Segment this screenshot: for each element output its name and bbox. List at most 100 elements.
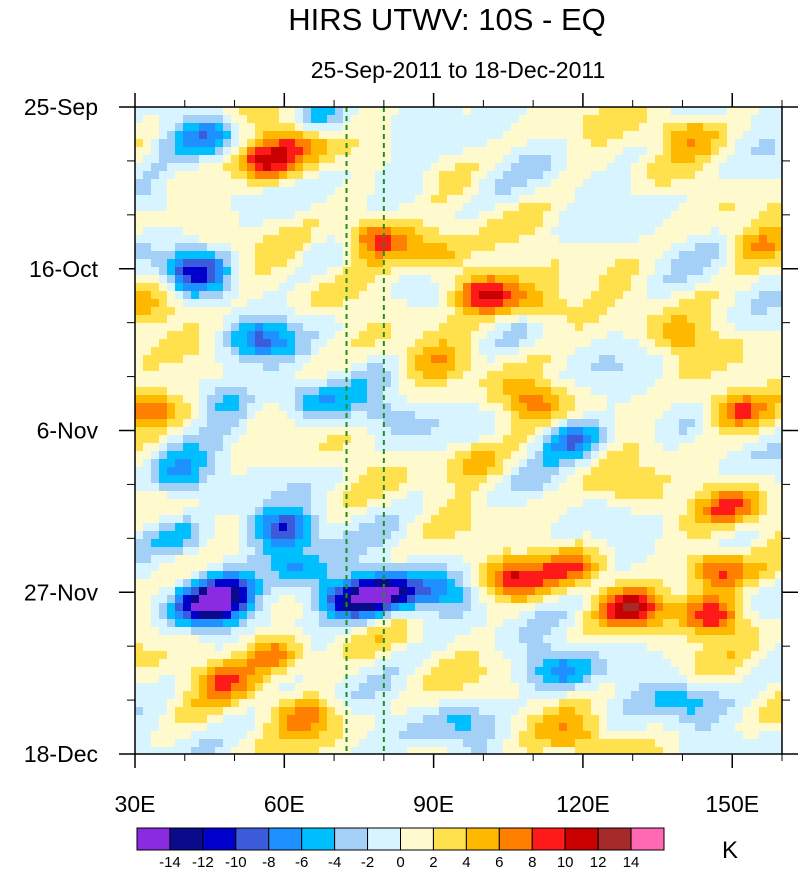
field-cell: [263, 475, 272, 484]
field-cell: [367, 515, 376, 524]
field-cell: [159, 475, 168, 484]
field-cell: [503, 435, 512, 444]
field-cell: [311, 379, 320, 388]
field-cell: [271, 235, 280, 244]
field-cell: [631, 579, 640, 588]
field-cell: [551, 571, 560, 580]
field-cell: [671, 339, 680, 348]
field-cell: [631, 315, 640, 324]
field-cell: [247, 243, 256, 252]
field-cell: [215, 155, 224, 164]
field-cell: [519, 203, 528, 212]
field-cell: [695, 387, 704, 396]
field-cell: [375, 371, 384, 380]
field-cell: [487, 299, 496, 308]
field-cell: [175, 363, 184, 372]
field-cell: [383, 291, 392, 300]
field-cell: [719, 571, 728, 580]
field-cell: [727, 419, 736, 428]
field-cell: [687, 411, 696, 420]
field-cell: [527, 339, 536, 348]
field-cell: [175, 531, 184, 540]
field-cell: [599, 531, 608, 540]
field-cell: [215, 187, 224, 196]
field-cell: [215, 291, 224, 300]
field-cell: [319, 195, 328, 204]
field-cell: [367, 387, 376, 396]
field-cell: [583, 523, 592, 532]
field-cell: [159, 483, 168, 492]
field-cell: [351, 147, 360, 156]
field-cell: [183, 139, 192, 148]
field-cell: [199, 259, 208, 268]
field-cell: [311, 235, 320, 244]
field-cell: [303, 331, 312, 340]
field-cell: [143, 419, 152, 428]
field-cell: [151, 571, 160, 580]
field-cell: [287, 251, 296, 260]
field-cell: [471, 307, 480, 316]
field-cell: [199, 355, 208, 364]
field-cell: [775, 339, 782, 348]
field-cell: [695, 571, 704, 580]
field-cell: [167, 539, 176, 548]
field-cell: [271, 539, 280, 548]
field-cell: [175, 315, 184, 324]
field-cell: [735, 107, 744, 116]
field-cell: [351, 411, 360, 420]
field-cell: [615, 315, 624, 324]
field-cell: [567, 595, 576, 604]
field-cell: [359, 331, 368, 340]
field-cell: [335, 243, 344, 252]
field-cell: [759, 403, 768, 412]
field-cell: [567, 371, 576, 380]
field-cell: [183, 315, 192, 324]
field-cell: [663, 155, 672, 164]
field-cell: [655, 475, 664, 484]
field-cell: [647, 499, 656, 508]
field-cell: [767, 467, 776, 476]
field-cell: [263, 323, 272, 332]
field-cell: [623, 451, 632, 460]
field-cell: [151, 443, 160, 452]
field-cell: [655, 491, 664, 500]
field-cell: [583, 283, 592, 292]
field-cell: [711, 155, 720, 164]
field-cell: [383, 307, 392, 316]
field-cell: [543, 555, 552, 564]
field-cell: [287, 107, 296, 116]
field-cell: [607, 291, 616, 300]
field-cell: [263, 203, 272, 212]
field-cell: [151, 275, 160, 284]
field-cell: [415, 323, 424, 332]
field-cell: [159, 267, 168, 276]
field-cell: [647, 427, 656, 436]
field-cell: [303, 187, 312, 196]
field-cell: [703, 123, 712, 132]
field-cell: [631, 403, 640, 412]
field-cell: [447, 363, 456, 372]
field-cell: [191, 403, 200, 412]
field-cell: [687, 523, 696, 532]
field-cell: [383, 547, 392, 556]
field-cell: [423, 299, 432, 308]
field-cell: [351, 323, 360, 332]
field-cell: [415, 211, 424, 220]
field-cell: [559, 379, 568, 388]
field-cell: [687, 195, 696, 204]
field-cell: [471, 371, 480, 380]
field-cell: [311, 259, 320, 268]
field-cell: [255, 323, 264, 332]
field-cell: [287, 595, 296, 604]
field-cell: [311, 195, 320, 204]
field-cell: [647, 467, 656, 476]
field-cell: [511, 331, 520, 340]
field-cell: [479, 411, 488, 420]
field-cell: [247, 227, 256, 236]
field-cell: [535, 171, 544, 180]
field-cell: [767, 363, 776, 372]
field-cell: [535, 267, 544, 276]
field-cell: [663, 227, 672, 236]
field-cell: [503, 339, 512, 348]
field-cell: [327, 563, 336, 572]
